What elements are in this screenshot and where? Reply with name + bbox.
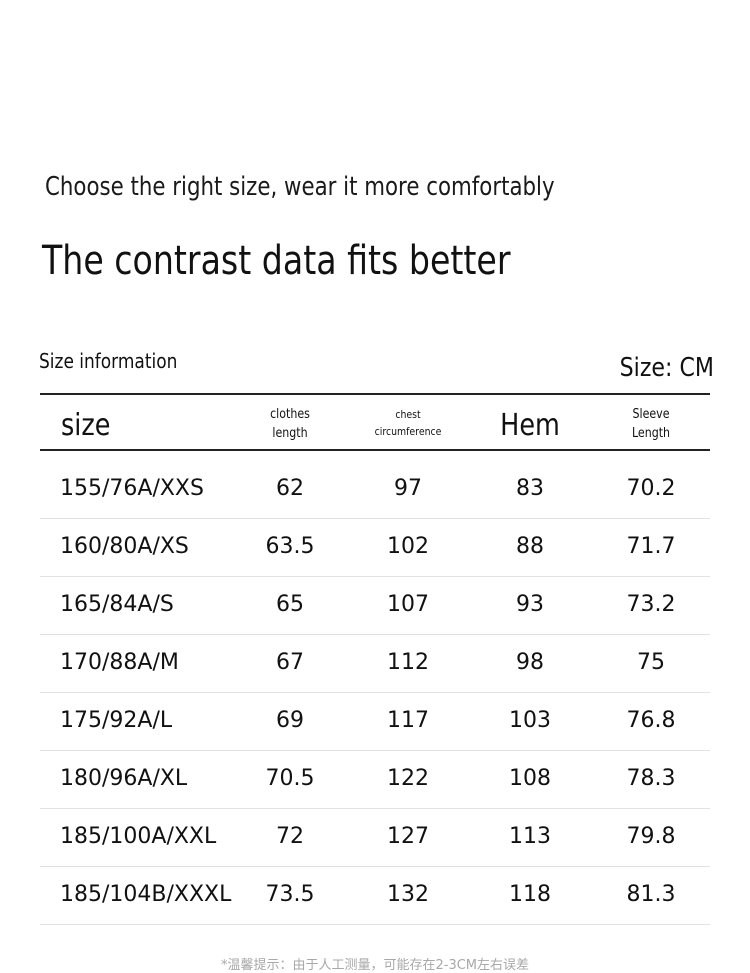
header-hem: Hem	[500, 408, 560, 443]
header-sleeve-line1: Sleeve	[632, 407, 670, 422]
table-row: 170/88A/M 67 112 98 75	[40, 635, 710, 693]
cell-length: 69	[276, 708, 304, 733]
header-chest-circumference: chest circumference	[366, 406, 451, 440]
cell-sleeve: 71.7	[626, 534, 676, 559]
cell-hem: 88	[516, 534, 544, 559]
cell-hem: 83	[516, 476, 544, 501]
cell-hem: 103	[509, 708, 551, 733]
cell-sleeve: 76.8	[626, 708, 676, 733]
cell-chest: 112	[387, 650, 429, 675]
table-row: 155/76A/XXS 62 97 83 70.2	[40, 461, 710, 519]
cell-length: 67	[276, 650, 304, 675]
cell-length: 73.5	[265, 882, 315, 907]
page-title: The contrast data fits better	[42, 238, 511, 284]
cell-size: 185/100A/XXL	[60, 824, 217, 849]
table-header-rule	[40, 449, 710, 451]
cell-chest: 132	[387, 882, 429, 907]
cell-length: 63.5	[265, 534, 315, 559]
header-chest-line2: circumference	[374, 425, 442, 438]
cell-size: 175/92A/L	[60, 708, 173, 733]
cell-size: 170/88A/M	[60, 650, 179, 675]
cell-chest: 97	[394, 476, 422, 501]
unit-label: Size: CM	[619, 353, 714, 383]
cell-sleeve: 75	[637, 650, 665, 675]
header-size: size	[61, 408, 111, 443]
table-row: 165/84A/S 65 107 93 73.2	[40, 577, 710, 635]
cell-chest: 122	[387, 766, 429, 791]
cell-hem: 98	[516, 650, 544, 675]
header-clothes-length-line2: length	[272, 426, 308, 441]
table-label: Size information	[39, 349, 178, 373]
cell-size: 155/76A/XXS	[60, 476, 204, 501]
cell-chest: 117	[387, 708, 429, 733]
cell-chest: 107	[387, 592, 429, 617]
header-sleeve-length: Sleeve Length	[617, 405, 685, 443]
table-row: 160/80A/XS 63.5 102 88 71.7	[40, 519, 710, 577]
cell-sleeve: 73.2	[626, 592, 676, 617]
cell-chest: 127	[387, 824, 429, 849]
cell-sleeve: 79.8	[626, 824, 676, 849]
cell-length: 70.5	[265, 766, 315, 791]
table-row: 175/92A/L 69 117 103 76.8	[40, 693, 710, 751]
table-row: 185/104B/XXXL 73.5 132 118 81.3	[40, 867, 710, 925]
cell-sleeve: 70.2	[626, 476, 676, 501]
cell-hem: 118	[509, 882, 551, 907]
header-chest-line1: chest	[395, 408, 421, 421]
header-sleeve-line2: Length	[631, 426, 671, 441]
header-clothes-length: clothes length	[256, 405, 324, 443]
cell-length: 62	[276, 476, 304, 501]
cell-hem: 93	[516, 592, 544, 617]
cell-sleeve: 78.3	[626, 766, 676, 791]
cell-hem: 108	[509, 766, 551, 791]
header-clothes-length-line1: clothes	[270, 407, 310, 422]
subtitle: Choose the right size, wear it more comf…	[45, 172, 555, 202]
table-row: 185/100A/XXL 72 127 113 79.8	[40, 809, 710, 867]
cell-hem: 113	[509, 824, 551, 849]
cell-size: 165/84A/S	[60, 592, 174, 617]
measurement-note: *温馨提示：由于人工测量，可能存在2-3CM左右误差	[220, 958, 530, 973]
cell-length: 72	[276, 824, 304, 849]
cell-sleeve: 81.3	[626, 882, 676, 907]
size-table-body: 155/76A/XXS 62 97 83 70.2 160/80A/XS 63.…	[40, 461, 710, 925]
cell-chest: 102	[387, 534, 429, 559]
cell-size: 180/96A/XL	[60, 766, 188, 791]
table-row: 180/96A/XL 70.5 122 108 78.3	[40, 751, 710, 809]
cell-length: 65	[276, 592, 304, 617]
cell-size: 185/104B/XXXL	[60, 882, 232, 907]
cell-size: 160/80A/XS	[60, 534, 189, 559]
table-top-rule	[40, 393, 710, 395]
